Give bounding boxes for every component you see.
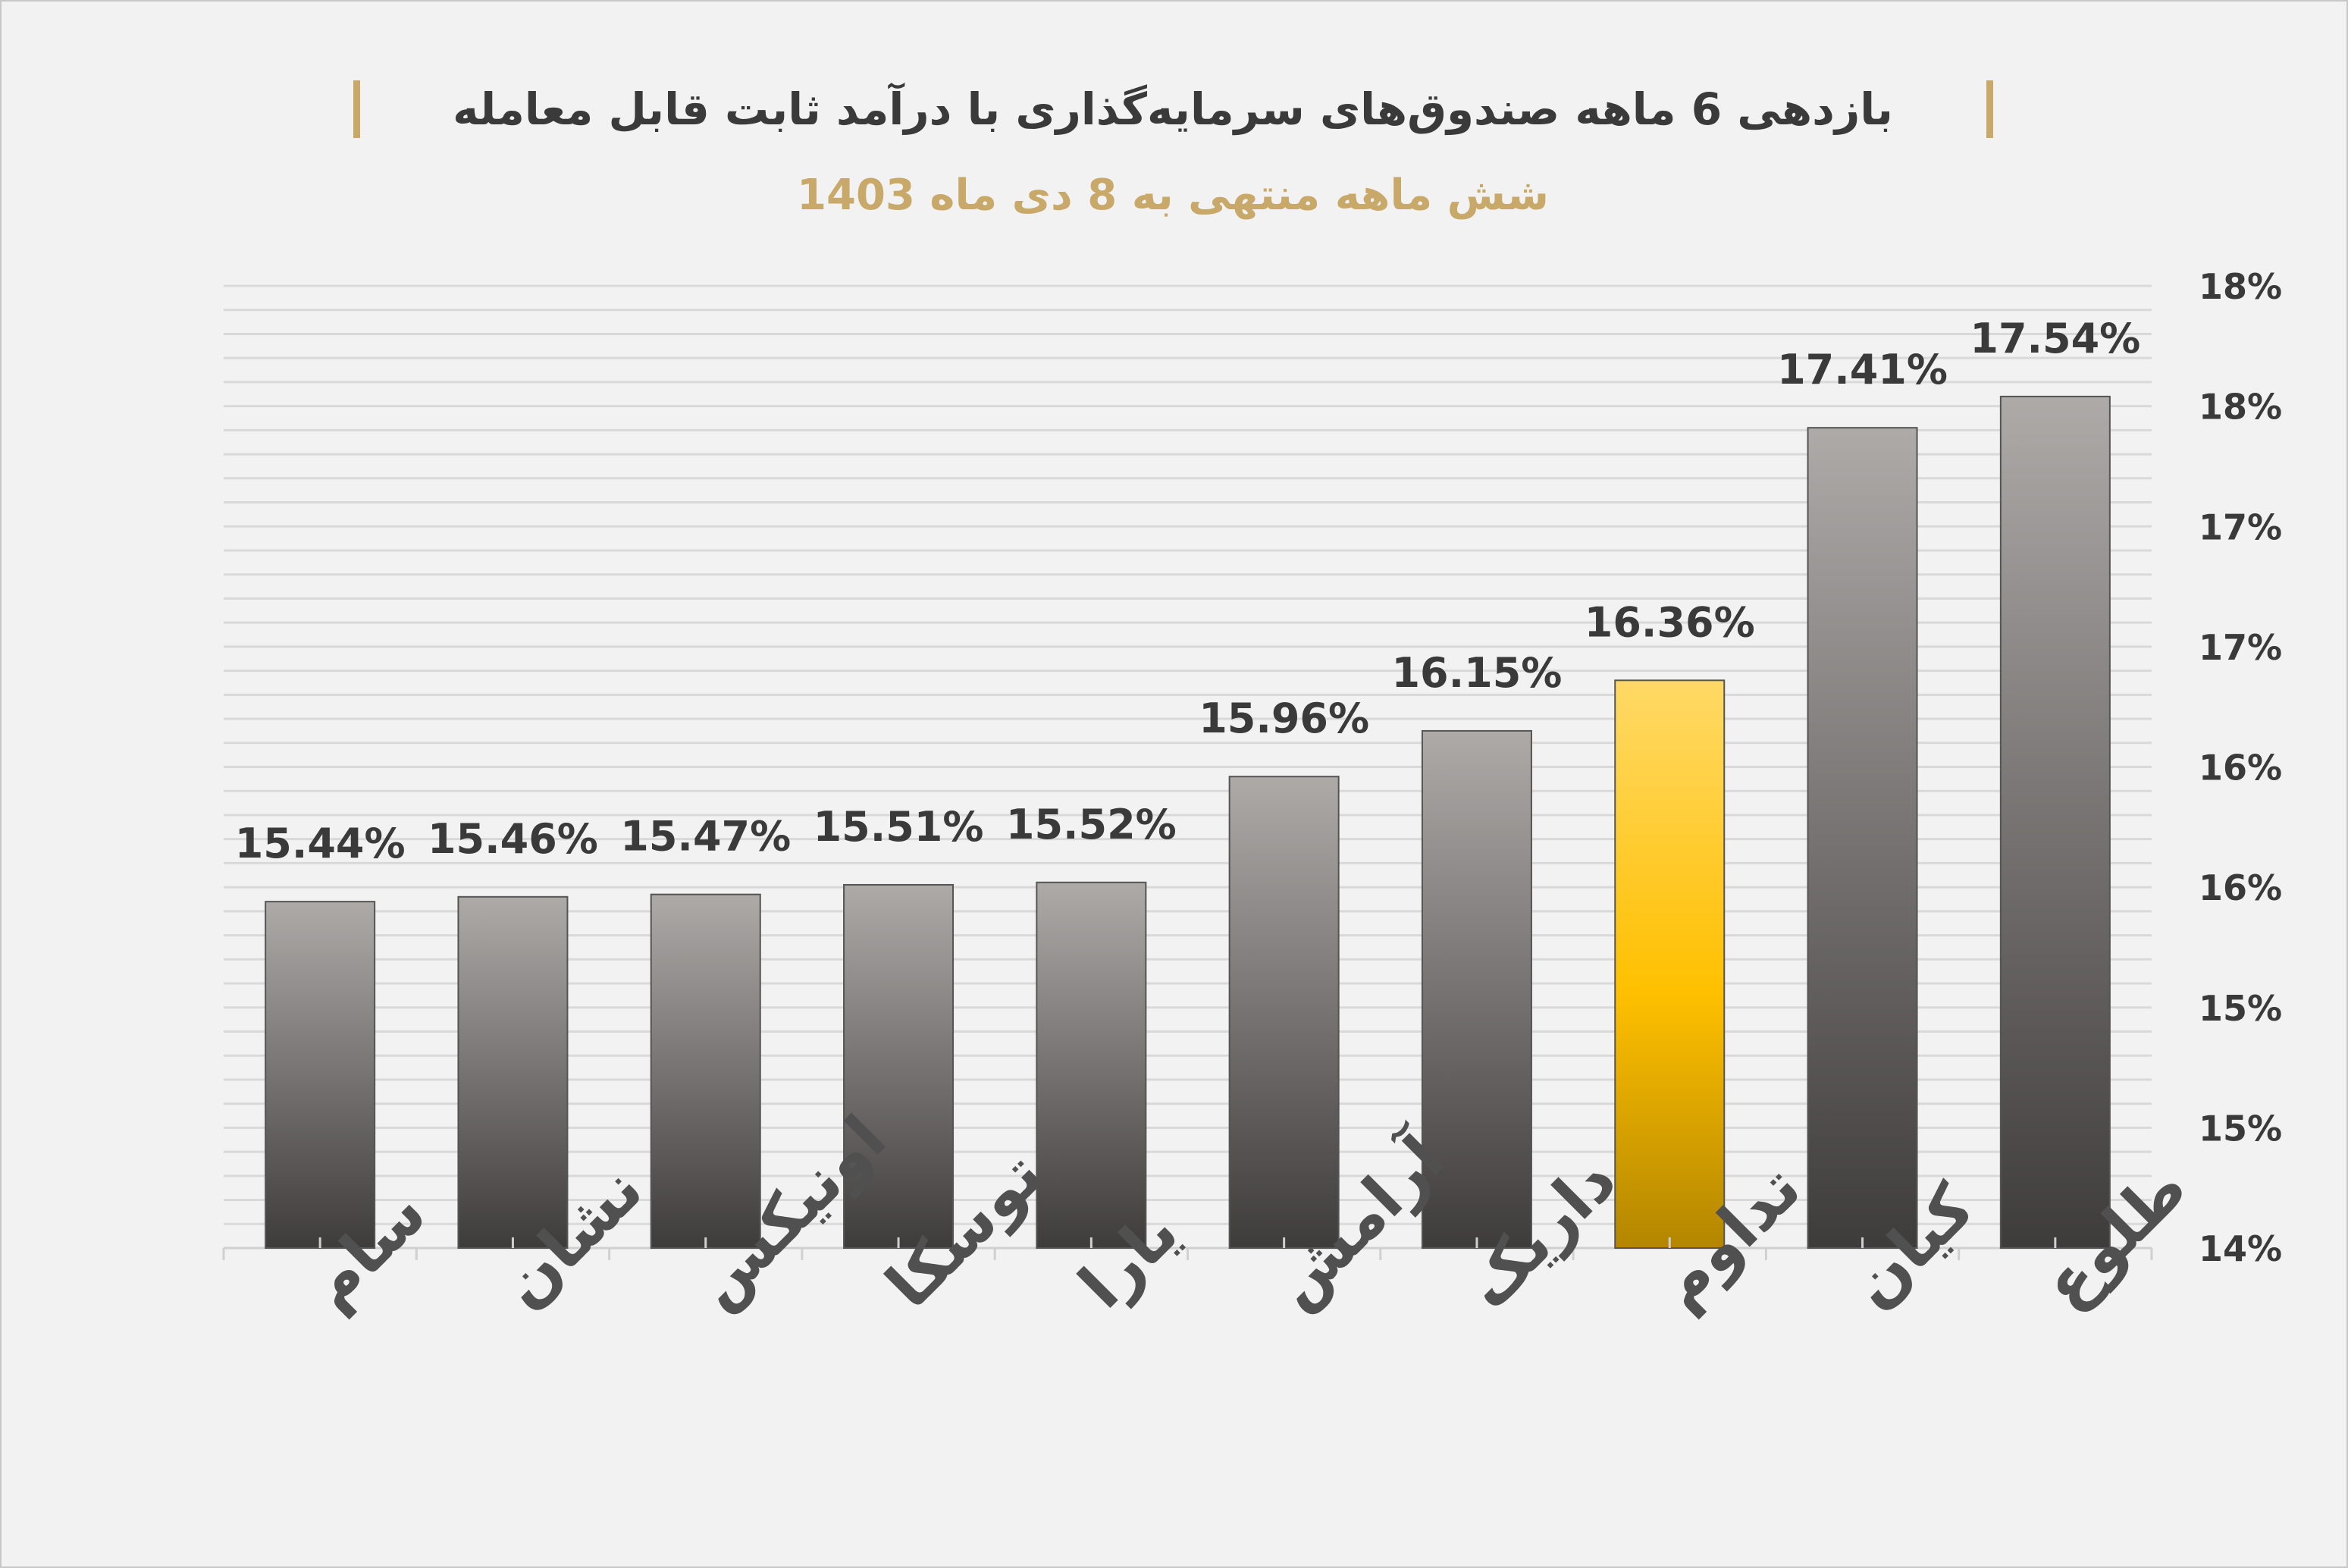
data-label-8: 17.41%: [1777, 346, 1948, 394]
data-label-4: 15.52%: [1006, 801, 1177, 848]
y-tick-label: 15%: [2199, 988, 2282, 1029]
y-tick-label: 17%: [2199, 627, 2282, 668]
bar-8: [1807, 427, 1918, 1249]
data-label-7: 16.36%: [1585, 598, 1755, 646]
y-axis: 14% 15% 15% 16% 16% 17% 17% 18% 18%: [2199, 266, 2282, 1269]
title-left-bar: [353, 80, 360, 138]
data-label-3: 15.51%: [813, 803, 984, 851]
y-tick-label: 16%: [2199, 748, 2282, 789]
title-group: بازدهی 6 ماهه صندوق‌های سرمایه‌گذاری با …: [353, 80, 1993, 220]
bar-7: [1614, 679, 1726, 1249]
y-tick-label: 18%: [2199, 387, 2282, 428]
data-label-0: 15.44%: [235, 820, 406, 867]
y-tick-label: 16%: [2199, 867, 2282, 908]
chart-title: بازدهی 6 ماهه صندوق‌های سرمایه‌گذاری با …: [453, 82, 1893, 136]
bar-6: [1421, 729, 1532, 1249]
data-label-1: 15.46%: [428, 815, 598, 863]
data-label-6: 16.15%: [1391, 649, 1562, 697]
bar-9: [1999, 395, 2111, 1249]
bar-4: [1036, 881, 1147, 1250]
bar-5: [1228, 776, 1340, 1249]
chart-subtitle: شش ماهه منتهی به 8 دی ماه 1403: [797, 171, 1549, 220]
bar-1: [457, 895, 569, 1249]
bar-2: [650, 893, 761, 1249]
bar-0: [265, 901, 376, 1250]
data-label-2: 15.47%: [620, 813, 791, 861]
bars: [265, 395, 2111, 1250]
title-right-bar: [1986, 80, 1993, 138]
data-label-5: 15.96%: [1199, 695, 1369, 742]
y-tick-label: 14%: [2199, 1228, 2282, 1269]
data-label-9: 17.54%: [1970, 315, 2140, 362]
data-labels: 15.44% 15.46% 15.47% 15.51% 15.52% 15.96% 16.1…: [235, 315, 2141, 867]
y-tick-label: 17%: [2199, 506, 2282, 547]
bar-3: [843, 883, 955, 1249]
y-tick-label: 15%: [2199, 1108, 2282, 1149]
y-tick-label: 18%: [2199, 266, 2282, 307]
